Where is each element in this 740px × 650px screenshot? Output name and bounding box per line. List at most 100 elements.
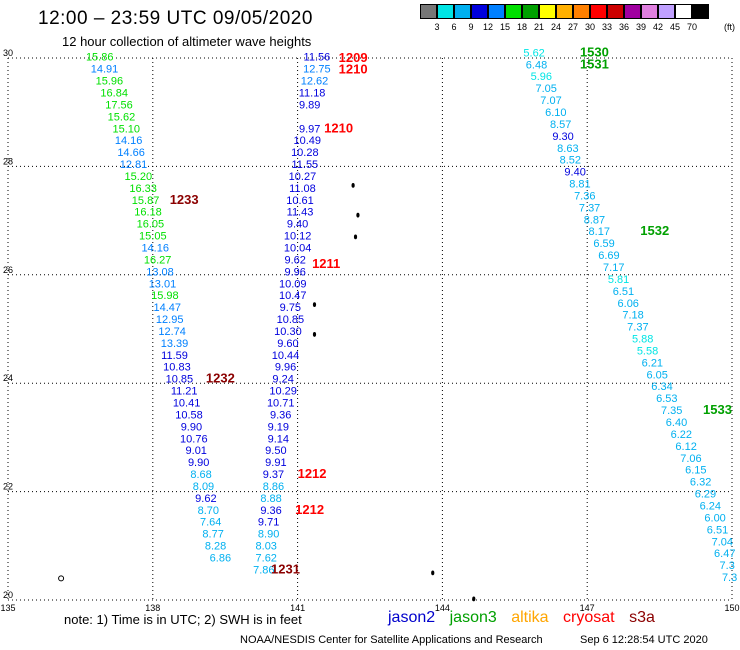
colorbar-label: 24	[550, 22, 562, 32]
colorbar-label: 36	[618, 22, 630, 32]
lat-tick-label: 20	[3, 590, 13, 600]
swh-label: 16.84	[100, 87, 128, 99]
colorbar-swatch	[505, 4, 522, 19]
footnote: note: 1) Time is in UTC; 2) SWH is in fe…	[64, 612, 302, 627]
swh-label: 16.05	[137, 219, 165, 231]
swh-label: 10.71	[267, 398, 295, 410]
swh-label: 8.81	[569, 179, 590, 191]
swh-label: 6.59	[593, 238, 614, 250]
colorbar-swatch	[488, 4, 505, 19]
swh-label: 10.58	[175, 409, 203, 421]
swh-label: 15.05	[139, 231, 167, 243]
swh-label: 10.28	[291, 147, 319, 159]
swh-label: 6.12	[675, 441, 696, 453]
pass-time-labels: 1209121012101233121112321212121212311530…	[170, 44, 732, 576]
grid-lines	[7, 57, 733, 601]
swh-label: 14.91	[91, 64, 119, 76]
colorbar-label: 6	[451, 22, 457, 32]
colorbar-swatch	[641, 4, 658, 19]
generated-timestamp: Sep 6 12:28:54 UTC 2020	[580, 634, 708, 646]
swh-label: 9.30	[552, 131, 573, 143]
swh-label: 7.18	[622, 310, 643, 322]
island	[353, 234, 358, 240]
swh-label: 8.90	[258, 529, 279, 541]
lon-tick-label: 138	[145, 603, 160, 613]
colorbar-label: 39	[635, 22, 647, 32]
swh-label: 9.96	[275, 362, 296, 374]
swh-label: 9.91	[265, 457, 286, 469]
swh-label: 6.40	[666, 417, 687, 429]
swh-label: 6.51	[707, 524, 728, 536]
pass-time-label: 1212	[295, 502, 324, 517]
swh-label: 10.27	[289, 171, 317, 183]
colorbar-label: 45	[669, 22, 681, 32]
swh-label: 6.53	[656, 393, 677, 405]
swh-label: 10.85	[166, 374, 194, 386]
pass-time-label: 1210	[339, 62, 368, 77]
swh-label: 6.34	[651, 381, 672, 393]
swh-label: 6.48	[526, 59, 547, 71]
swh-label: 8.88	[260, 493, 281, 505]
lon-tick-label: 141	[290, 603, 305, 613]
island	[431, 570, 435, 576]
swh-label: 11.56	[304, 52, 331, 64]
lon-tick-label: 147	[580, 603, 595, 613]
swh-label: 10.04	[284, 242, 312, 254]
swh-label: 9.19	[268, 421, 289, 433]
swh-label: 5.96	[531, 71, 552, 83]
lat-tick-label: 30	[3, 48, 13, 58]
colorbar-swatch	[420, 4, 437, 19]
colorbar-unit: (ft)	[724, 22, 735, 32]
swh-label: 9.24	[272, 374, 293, 386]
colorbar-label: 18	[516, 22, 528, 32]
lon-tick-label: 144	[435, 603, 450, 613]
pass-time-label: 1210	[324, 120, 353, 135]
lon-tick-label: 150	[724, 603, 739, 613]
swh-label: 12.75	[303, 64, 331, 76]
colorbar-swatch	[454, 4, 471, 19]
swh-label: 7.06	[680, 453, 701, 465]
swh-label: 5.62	[523, 47, 544, 59]
swh-label: 10.49	[293, 135, 321, 147]
swh-label: 8.87	[584, 214, 605, 226]
swh-label: 9.60	[277, 338, 298, 350]
swh-label: 16.33	[129, 183, 157, 195]
swh-label: 10.09	[279, 278, 307, 290]
swh-label: 9.36	[270, 409, 291, 421]
swh-label: 16.27	[144, 254, 172, 266]
swh-label: 11.43	[287, 207, 314, 219]
colorbar-label: 27	[567, 22, 579, 32]
swh-label: 9.75	[280, 302, 301, 314]
swh-label: 6.32	[690, 477, 711, 489]
swh-label: 9.71	[258, 517, 279, 529]
island	[58, 575, 65, 582]
swh-label: 9.40	[564, 167, 585, 179]
islands	[58, 182, 476, 602]
swh-label: 5.81	[608, 274, 629, 286]
swh-label: 8.17	[589, 226, 610, 238]
swh-label: 8.86	[263, 481, 284, 493]
map-subtitle: 12 hour collection of altimeter wave hei…	[62, 34, 312, 49]
axis-labels: 135 138 141 144 147 150 30 28 26 24 22 20	[0, 48, 739, 613]
swh-label: 7.36	[574, 190, 595, 202]
swh-label: 13.08	[146, 266, 174, 278]
swh-label: 16.18	[134, 207, 162, 219]
lat-tick-label: 24	[3, 373, 13, 383]
colorbar-swatch	[573, 4, 590, 19]
swh-label: 6.69	[598, 250, 619, 262]
pass-time-label: 1231	[271, 561, 300, 576]
swh-label: 9.62	[195, 493, 216, 505]
swh-label: 6.15	[685, 465, 706, 477]
colorbar-swatch	[437, 4, 454, 19]
swh-label: 7.37	[579, 202, 600, 214]
swh-observations: 15.8614.9115.9616.8417.5615.6215.1014.16…	[86, 47, 737, 584]
swh-label: 15.86	[86, 52, 114, 64]
swh-label: 7.86	[253, 564, 274, 576]
pass-time-label: 1531	[580, 56, 609, 71]
swh-label: 12.74	[158, 326, 186, 338]
swh-label: 5.58	[637, 345, 658, 357]
lat-tick-label: 26	[3, 265, 13, 275]
swh-label: 6.51	[613, 286, 634, 298]
swh-label: 13.39	[161, 338, 189, 350]
